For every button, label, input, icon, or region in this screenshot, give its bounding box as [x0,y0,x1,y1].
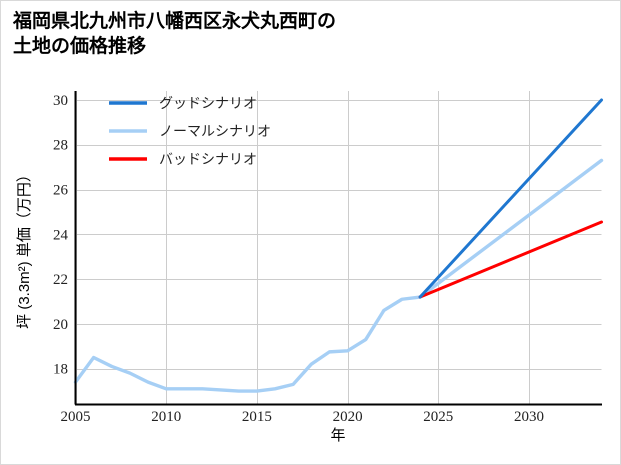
series-line [73,158,604,393]
x-tick-label: 2015 [242,409,272,425]
y-tick-labels: 18 20 22 24 26 28 30 [53,93,69,378]
y-tick-label: 28 [53,138,68,154]
y-tick-label: 22 [53,272,68,288]
legend-label: ノーマルシナリオ [159,123,271,139]
page-title: 福岡県北九州市八幡西区永犬丸西町の 土地の価格推移 [13,11,337,58]
series-group [73,98,604,393]
axis-lines [74,91,602,406]
y-tick-label: 18 [53,362,68,378]
y-axis-title: 坪 (3.3m²) 単価（万円） [16,167,33,329]
y-tick-label: 20 [53,317,68,333]
x-tick-label: 2010 [151,409,181,425]
series-line [418,98,603,299]
x-axis-title: 年 [330,427,345,444]
x-tick-label: 2025 [423,409,453,425]
x-tick-label: 2020 [333,409,363,425]
x-tick-labels: 2005 2010 2015 2020 2025 2030 [61,409,544,425]
gridlines [75,91,602,405]
legend-label: グッドシナリオ [159,95,257,111]
series-line [418,220,603,299]
legend-label: バッドシナリオ [159,151,257,167]
x-tick-label: 2005 [61,409,91,425]
y-tick-label: 24 [53,227,69,243]
y-tick-label: 26 [53,183,69,199]
x-tick-label: 2030 [514,409,544,425]
y-tick-label: 30 [53,93,68,109]
